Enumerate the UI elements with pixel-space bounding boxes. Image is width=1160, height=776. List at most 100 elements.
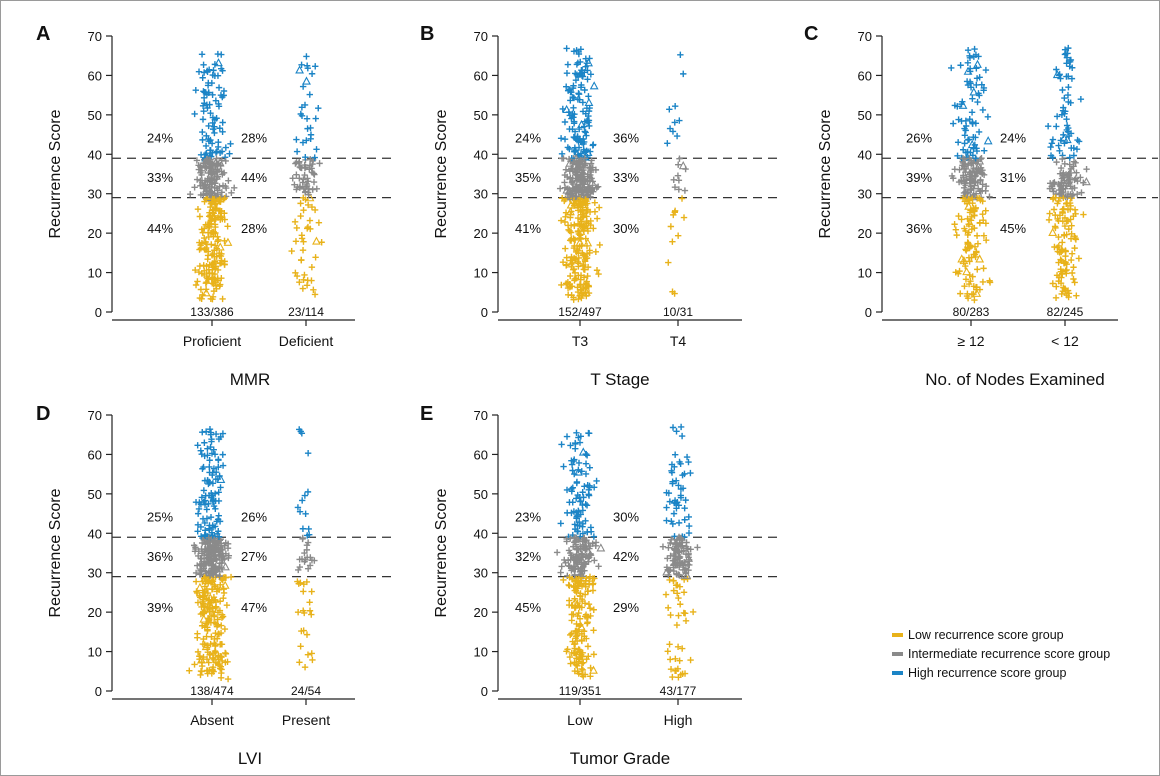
- data-point: [201, 519, 209, 527]
- data-point: [574, 96, 582, 103]
- data-point: [1051, 243, 1058, 251]
- data-point: [973, 156, 980, 163]
- data-point: [575, 609, 582, 617]
- data-point: [957, 62, 964, 69]
- data-point: [201, 267, 208, 275]
- data-point: [577, 156, 584, 164]
- data-point: [568, 617, 575, 624]
- data-point: [207, 203, 214, 211]
- data-point: [207, 136, 214, 144]
- y-tick-label: 10: [474, 645, 488, 660]
- data-point: [299, 139, 307, 146]
- data-point: [567, 272, 574, 280]
- data-point: [192, 569, 200, 577]
- data-point: [208, 450, 216, 457]
- data-point: [666, 106, 673, 113]
- data-point: [1070, 163, 1077, 170]
- data-point: [1067, 216, 1074, 223]
- data-point: [207, 513, 215, 521]
- data-point: [311, 291, 319, 298]
- x-tick-label: Present: [282, 712, 330, 728]
- data-point: [1060, 205, 1067, 213]
- data-point: [667, 536, 675, 543]
- data-point: [578, 181, 588, 190]
- data-point: [206, 457, 213, 464]
- data-point: [665, 259, 672, 266]
- data-point: [970, 191, 977, 199]
- data-point: [681, 516, 688, 523]
- data-point: [1075, 138, 1083, 145]
- data-point: [568, 485, 575, 493]
- data-point: [222, 184, 230, 192]
- data-point: [675, 519, 683, 527]
- data-point: [1057, 164, 1065, 172]
- data-point: [1049, 154, 1056, 161]
- data-point: [577, 433, 585, 440]
- data-point: [586, 484, 593, 491]
- data-point: [669, 238, 676, 245]
- data-point: [303, 115, 311, 122]
- data-point: [948, 64, 955, 72]
- data-point: [584, 97, 594, 107]
- data-point: [208, 79, 216, 87]
- data-point: [216, 183, 223, 190]
- data-point: [216, 572, 223, 580]
- data-point: [576, 615, 584, 622]
- data-point: [214, 72, 222, 79]
- data-point: [209, 266, 216, 273]
- data-point: [196, 213, 204, 220]
- data-point: [225, 177, 232, 184]
- data-point: [582, 553, 589, 560]
- data-point: [300, 206, 307, 214]
- data-point: [982, 220, 990, 227]
- data-point: [583, 189, 591, 196]
- data-point: [967, 84, 975, 91]
- data-point: [194, 599, 202, 606]
- data-point: [1070, 152, 1078, 159]
- data-point: [195, 162, 202, 169]
- data-point: [955, 116, 962, 123]
- data-point: [211, 196, 218, 203]
- data-point: [1057, 256, 1064, 263]
- data-point: [203, 183, 212, 193]
- data-point: [563, 486, 571, 494]
- data-point: [208, 241, 215, 248]
- data-point: [568, 165, 575, 172]
- data-point: [195, 505, 203, 513]
- data-point: [299, 525, 307, 532]
- pct-low-label: 28%: [241, 221, 267, 236]
- data-point: [563, 45, 570, 52]
- data-point: [209, 280, 216, 287]
- data-point: [1050, 188, 1057, 195]
- data-point: [215, 656, 222, 663]
- data-point: [199, 640, 207, 648]
- data-point: [302, 510, 309, 518]
- data-point: [311, 206, 319, 214]
- data-point: [592, 248, 600, 256]
- data-point: [214, 58, 223, 67]
- data-point: [574, 491, 581, 499]
- data-point: [969, 87, 979, 96]
- data-point: [557, 217, 565, 224]
- data-point: [574, 247, 582, 255]
- data-point: [675, 161, 682, 168]
- data-point: [676, 117, 683, 124]
- data-point: [668, 461, 676, 468]
- data-point: [589, 665, 598, 674]
- pct-high-label: 26%: [906, 131, 932, 146]
- data-point: [974, 266, 981, 273]
- data-point: [572, 537, 579, 545]
- data-point: [583, 452, 591, 459]
- data-point: [205, 659, 212, 666]
- data-point: [304, 225, 311, 232]
- data-point: [304, 651, 312, 658]
- data-point: [304, 175, 311, 182]
- data-point: [587, 673, 594, 680]
- x-tick-label: T3: [572, 333, 589, 349]
- data-point: [204, 275, 211, 282]
- category-points: [187, 50, 238, 303]
- data-point: [574, 668, 581, 675]
- data-point: [577, 58, 584, 66]
- data-point: [204, 452, 211, 459]
- data-point: [212, 265, 219, 272]
